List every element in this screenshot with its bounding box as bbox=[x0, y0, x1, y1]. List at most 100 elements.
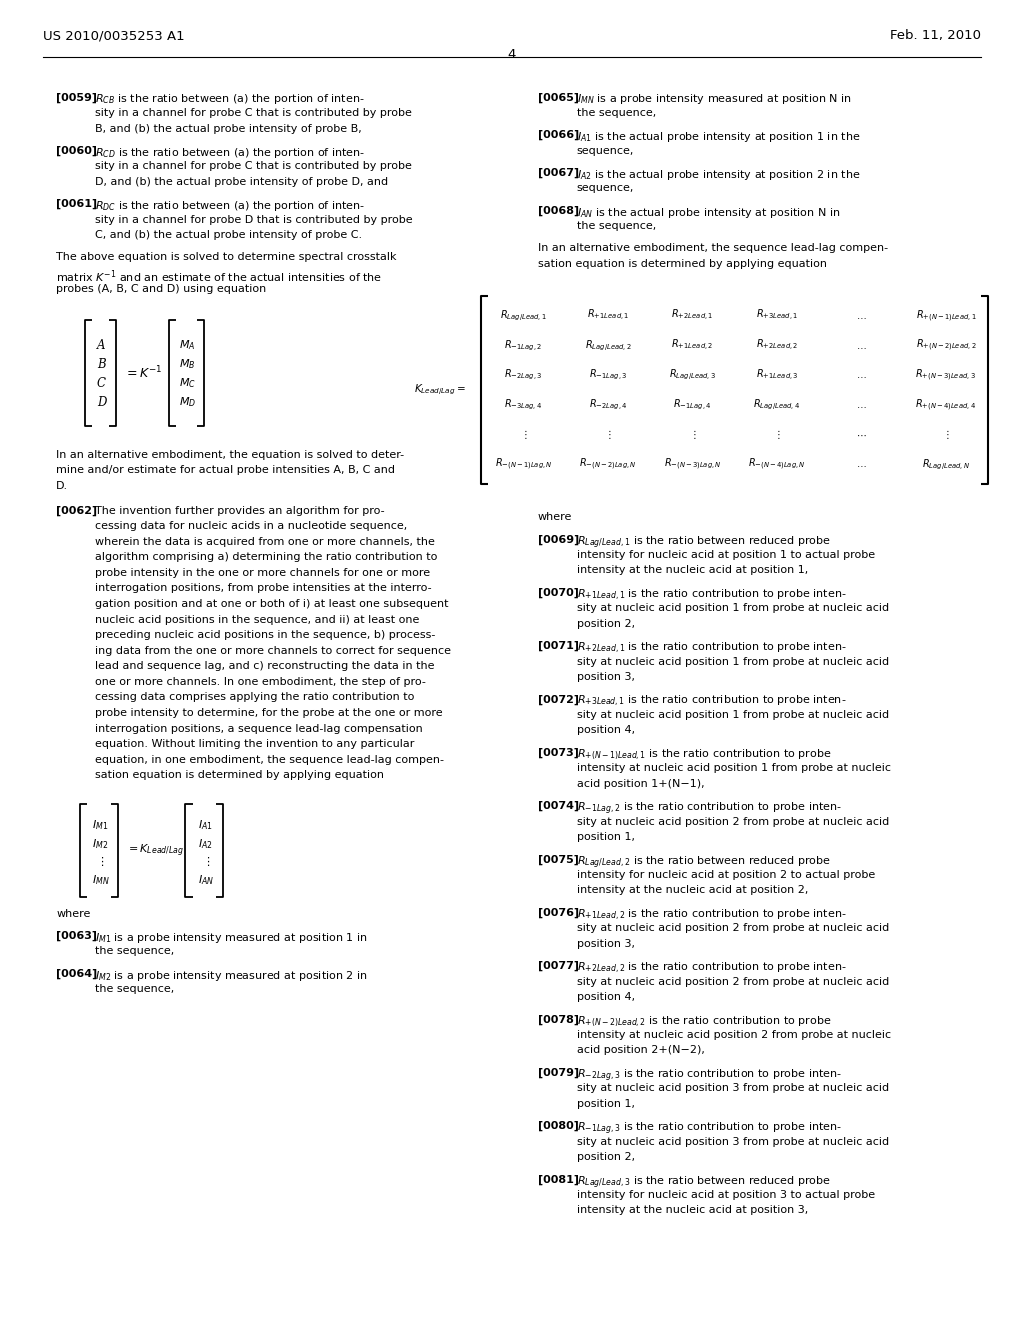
Text: position 1,: position 1, bbox=[577, 1098, 635, 1109]
Text: $R_{+2Lead,1}$ is the ratio contribution to probe inten-: $R_{+2Lead,1}$ is the ratio contribution… bbox=[577, 642, 846, 656]
Text: $R_{Lag/Lead,4}$: $R_{Lag/Lead,4}$ bbox=[754, 397, 801, 412]
Text: sequence,: sequence, bbox=[577, 183, 634, 194]
Text: $R_{Lag/Lead,3}$ is the ratio between reduced probe: $R_{Lag/Lead,3}$ is the ratio between re… bbox=[577, 1175, 830, 1191]
Text: Feb. 11, 2010: Feb. 11, 2010 bbox=[890, 29, 981, 42]
Text: [0078]: [0078] bbox=[538, 1014, 579, 1024]
Text: probes (A, B, C and D) using equation: probes (A, B, C and D) using equation bbox=[56, 284, 266, 293]
Text: $R_{+2Lead,1}$: $R_{+2Lead,1}$ bbox=[672, 309, 714, 323]
Text: $R_{-1Lag,3}$ is the ratio contribution to probe inten-: $R_{-1Lag,3}$ is the ratio contribution … bbox=[577, 1121, 842, 1138]
Text: sity at nucleic acid position 3 from probe at nucleic acid: sity at nucleic acid position 3 from pro… bbox=[577, 1084, 889, 1093]
Text: The invention further provides an algorithm for pro-: The invention further provides an algori… bbox=[95, 506, 385, 516]
Text: C: C bbox=[97, 376, 105, 389]
Text: position 3,: position 3, bbox=[577, 672, 635, 682]
Text: $R_{Lag/Lead,1}$ is the ratio between reduced probe: $R_{Lag/Lead,1}$ is the ratio between re… bbox=[577, 535, 830, 550]
Text: $R_{-2Lag,3}$ is the ratio contribution to probe inten-: $R_{-2Lag,3}$ is the ratio contribution … bbox=[577, 1068, 842, 1084]
Text: $R_{CD}$ is the ratio between (a) the portion of inten-: $R_{CD}$ is the ratio between (a) the po… bbox=[95, 145, 366, 160]
Text: intensity at the nucleic acid at position 3,: intensity at the nucleic acid at positio… bbox=[577, 1205, 808, 1216]
Text: $R_{CB}$ is the ratio between (a) the portion of inten-: $R_{CB}$ is the ratio between (a) the po… bbox=[95, 92, 365, 107]
Text: $M_D$: $M_D$ bbox=[179, 396, 196, 409]
Text: $I_{AN}$: $I_{AN}$ bbox=[198, 874, 214, 887]
Text: [0080]: [0080] bbox=[538, 1121, 579, 1131]
Text: probe intensity in the one or more channels for one or more: probe intensity in the one or more chann… bbox=[95, 568, 430, 578]
Text: $\vdots$: $\vdots$ bbox=[520, 428, 527, 441]
Text: $I_{A1}$: $I_{A1}$ bbox=[199, 818, 213, 833]
Text: $R_{-1Lag,3}$: $R_{-1Lag,3}$ bbox=[589, 368, 628, 383]
Text: $M_C$: $M_C$ bbox=[179, 376, 196, 391]
Text: [0072]: [0072] bbox=[538, 694, 579, 705]
Text: equation. Without limiting the invention to any particular: equation. Without limiting the invention… bbox=[95, 739, 415, 750]
Text: $R_{Lag/Lead,3}$: $R_{Lag/Lead,3}$ bbox=[669, 368, 716, 383]
Text: $R_{+1Lead,2}$: $R_{+1Lead,2}$ bbox=[672, 338, 714, 352]
Text: $R_{+1Lead,3}$: $R_{+1Lead,3}$ bbox=[756, 368, 799, 383]
Text: $I_{A1}$ is the actual probe intensity at position 1 in the: $I_{A1}$ is the actual probe intensity a… bbox=[577, 131, 860, 144]
Text: $\vdots$: $\vdots$ bbox=[96, 855, 104, 869]
Text: intensity at nucleic acid position 2 from probe at nucleic: intensity at nucleic acid position 2 fro… bbox=[577, 1030, 891, 1040]
Text: [0061]: [0061] bbox=[56, 199, 97, 210]
Text: [0064]: [0064] bbox=[56, 969, 97, 979]
Text: $R_{Lag/Lead,1}$: $R_{Lag/Lead,1}$ bbox=[500, 309, 547, 323]
Text: mine and/or estimate for actual probe intensities A, B, C and: mine and/or estimate for actual probe in… bbox=[56, 465, 395, 475]
Text: $R_{+1Lead,1}$: $R_{+1Lead,1}$ bbox=[587, 309, 629, 323]
Text: sity at nucleic acid position 1 from probe at nucleic acid: sity at nucleic acid position 1 from pro… bbox=[577, 710, 889, 719]
Text: 4: 4 bbox=[508, 48, 516, 61]
Text: $R_{+3Lead,1}$: $R_{+3Lead,1}$ bbox=[756, 309, 798, 323]
Text: sity in a channel for probe C that is contributed by probe: sity in a channel for probe C that is co… bbox=[95, 108, 412, 117]
Text: [0071]: [0071] bbox=[538, 642, 579, 651]
Text: $R_{DC}$ is the ratio between (a) the portion of inten-: $R_{DC}$ is the ratio between (a) the po… bbox=[95, 199, 366, 213]
Text: gation position and at one or both of i) at least one subsequent: gation position and at one or both of i)… bbox=[95, 599, 449, 609]
Text: $= K^{-1}$: $= K^{-1}$ bbox=[124, 364, 163, 381]
Text: intensity for nucleic acid at position 1 to actual probe: intensity for nucleic acid at position 1… bbox=[577, 550, 874, 560]
Text: intensity for nucleic acid at position 2 to actual probe: intensity for nucleic acid at position 2… bbox=[577, 870, 874, 880]
Text: [0081]: [0081] bbox=[538, 1175, 579, 1184]
Text: $\ldots$: $\ldots$ bbox=[856, 370, 866, 380]
Text: B, and (b) the actual probe intensity of probe B,: B, and (b) the actual probe intensity of… bbox=[95, 124, 361, 133]
Text: $R_{+1Lead,2}$ is the ratio contribution to probe inten-: $R_{+1Lead,2}$ is the ratio contribution… bbox=[577, 908, 846, 923]
Text: $\vdots$: $\vdots$ bbox=[689, 428, 696, 441]
Text: $I_{A2}$ is the actual probe intensity at position 2 in the: $I_{A2}$ is the actual probe intensity a… bbox=[577, 168, 860, 182]
Text: [0060]: [0060] bbox=[56, 145, 97, 156]
Text: [0069]: [0069] bbox=[538, 535, 579, 545]
Text: the sequence,: the sequence, bbox=[577, 222, 655, 231]
Text: where: where bbox=[538, 512, 572, 523]
Text: [0074]: [0074] bbox=[538, 801, 579, 812]
Text: $\vdots$: $\vdots$ bbox=[942, 428, 949, 441]
Text: [0066]: [0066] bbox=[538, 131, 579, 140]
Text: [0067]: [0067] bbox=[538, 168, 579, 178]
Text: $R_{+(N-2)Lead,2}$ is the ratio contribution to probe: $R_{+(N-2)Lead,2}$ is the ratio contribu… bbox=[577, 1014, 831, 1028]
Text: sequence,: sequence, bbox=[577, 145, 634, 156]
Text: sity at nucleic acid position 3 from probe at nucleic acid: sity at nucleic acid position 3 from pro… bbox=[577, 1137, 889, 1147]
Text: position 3,: position 3, bbox=[577, 939, 635, 949]
Text: $I_{A2}$: $I_{A2}$ bbox=[199, 837, 213, 850]
Text: sity at nucleic acid position 2 from probe at nucleic acid: sity at nucleic acid position 2 from pro… bbox=[577, 977, 889, 986]
Text: [0077]: [0077] bbox=[538, 961, 579, 972]
Text: A: A bbox=[97, 339, 105, 352]
Text: $K_{Lead/Lag} =$: $K_{Lead/Lag} =$ bbox=[414, 383, 466, 397]
Text: $R_{+1Lead,1}$ is the ratio contribution to probe inten-: $R_{+1Lead,1}$ is the ratio contribution… bbox=[577, 587, 846, 603]
Text: $R_{-1Lag,2}$: $R_{-1Lag,2}$ bbox=[505, 338, 543, 352]
Text: interrogation positions, a sequence lead-lag compensation: interrogation positions, a sequence lead… bbox=[95, 723, 423, 734]
Text: US 2010/0035253 A1: US 2010/0035253 A1 bbox=[43, 29, 184, 42]
Text: intensity at the nucleic acid at position 2,: intensity at the nucleic acid at positio… bbox=[577, 886, 808, 895]
Text: $R_{-2Lag,4}$: $R_{-2Lag,4}$ bbox=[589, 397, 628, 412]
Text: $R_{-1Lag,4}$: $R_{-1Lag,4}$ bbox=[673, 397, 712, 412]
Text: $R_{+(N-4)Lead,4}$: $R_{+(N-4)Lead,4}$ bbox=[915, 397, 977, 413]
Text: $R_{Lag/Lead,2}$ is the ratio between reduced probe: $R_{Lag/Lead,2}$ is the ratio between re… bbox=[577, 854, 830, 871]
Text: B: B bbox=[97, 358, 105, 371]
Text: interrogation positions, from probe intensities at the interro-: interrogation positions, from probe inte… bbox=[95, 583, 432, 594]
Text: [0079]: [0079] bbox=[538, 1068, 579, 1078]
Text: $I_{MN}$: $I_{MN}$ bbox=[91, 874, 110, 887]
Text: In an alternative embodiment, the equation is solved to deter-: In an alternative embodiment, the equati… bbox=[56, 450, 404, 459]
Text: $\vdots$: $\vdots$ bbox=[773, 428, 780, 441]
Text: $\ldots$: $\ldots$ bbox=[856, 310, 866, 321]
Text: sity at nucleic acid position 1 from probe at nucleic acid: sity at nucleic acid position 1 from pro… bbox=[577, 656, 889, 667]
Text: the sequence,: the sequence, bbox=[95, 946, 174, 957]
Text: wherein the data is acquired from one or more channels, the: wherein the data is acquired from one or… bbox=[95, 537, 435, 546]
Text: sity at nucleic acid position 2 from probe at nucleic acid: sity at nucleic acid position 2 from pro… bbox=[577, 923, 889, 933]
Text: sity in a channel for probe D that is contributed by probe: sity in a channel for probe D that is co… bbox=[95, 215, 413, 224]
Text: lead and sequence lag, and c) reconstructing the data in the: lead and sequence lag, and c) reconstruc… bbox=[95, 661, 435, 672]
Text: one or more channels. In one embodiment, the step of pro-: one or more channels. In one embodiment,… bbox=[95, 677, 426, 686]
Text: $R_{-(N-3)Lag,N}$: $R_{-(N-3)Lag,N}$ bbox=[664, 457, 721, 473]
Text: position 2,: position 2, bbox=[577, 1152, 635, 1162]
Text: preceding nucleic acid positions in the sequence, b) process-: preceding nucleic acid positions in the … bbox=[95, 630, 435, 640]
Text: intensity at nucleic acid position 1 from probe at nucleic: intensity at nucleic acid position 1 fro… bbox=[577, 763, 891, 774]
